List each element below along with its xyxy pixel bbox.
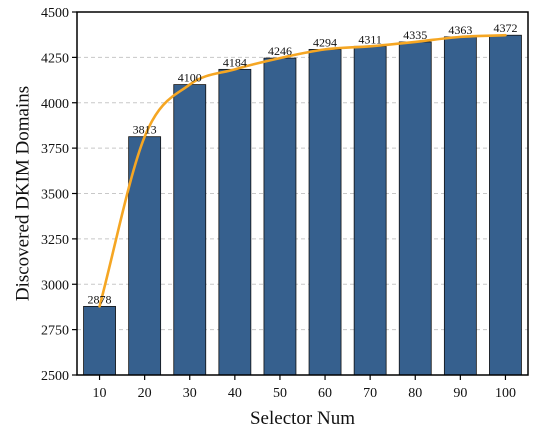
data-label: 4335: [403, 28, 427, 42]
x-tick-label: 10: [93, 386, 107, 401]
y-tick-label: 3000: [41, 278, 69, 293]
data-label: 2878: [88, 292, 112, 306]
bar: [263, 57, 297, 376]
x-tick-label: 80: [408, 386, 422, 401]
x-tick-label: 90: [453, 386, 467, 401]
data-label: 4311: [358, 32, 382, 46]
bar: [489, 34, 522, 376]
x-tick-label: 30: [183, 386, 197, 401]
data-label: 4100: [178, 71, 202, 85]
data-label: 4246: [268, 44, 292, 58]
data-label: 4184: [223, 55, 247, 69]
x-tick-label: 70: [363, 386, 377, 401]
axis-ticks: 2500 2750 3000 3250 3500 3750 4000 4250 4500 10 20…: [41, 6, 516, 401]
y-tick-label: 4500: [41, 6, 69, 21]
bar: [308, 48, 342, 376]
grid-lines: [77, 56, 528, 331]
data-label: 4372: [493, 21, 517, 35]
bar: [173, 84, 207, 376]
bar: [353, 45, 387, 376]
data-label: 3813: [133, 123, 157, 137]
bar: [83, 305, 116, 376]
x-tick-label: 50: [273, 386, 287, 401]
data-label: 4294: [313, 35, 337, 49]
y-tick-label: 4000: [41, 97, 69, 112]
y-axis-title: Discovered DKIM Domains: [12, 86, 33, 301]
x-axis-title: Selector Num: [250, 408, 355, 429]
x-tick-label: 60: [318, 386, 332, 401]
trend-line: [98, 33, 507, 308]
bar: [128, 136, 162, 376]
y-tick-label: 3750: [41, 142, 69, 157]
x-tick-label: 40: [228, 386, 242, 401]
data-label: 4363: [448, 23, 472, 37]
bar: [398, 41, 432, 376]
bars: [83, 34, 522, 376]
y-tick-label: 3500: [41, 188, 69, 203]
data-labels: 2878 3813 4100 4184 4246 4294 4311 4335 4363 4372: [88, 21, 518, 306]
x-tick-label: 20: [138, 386, 152, 401]
bar: [443, 36, 477, 376]
bar: [218, 68, 252, 376]
y-tick-label: 2750: [41, 324, 69, 339]
y-tick-label: 2500: [41, 369, 69, 384]
y-tick-label: 3250: [41, 233, 69, 248]
y-tick-label: 4250: [41, 51, 69, 66]
x-tick-label: 100: [495, 386, 516, 401]
trend-line-group: [98, 33, 507, 308]
